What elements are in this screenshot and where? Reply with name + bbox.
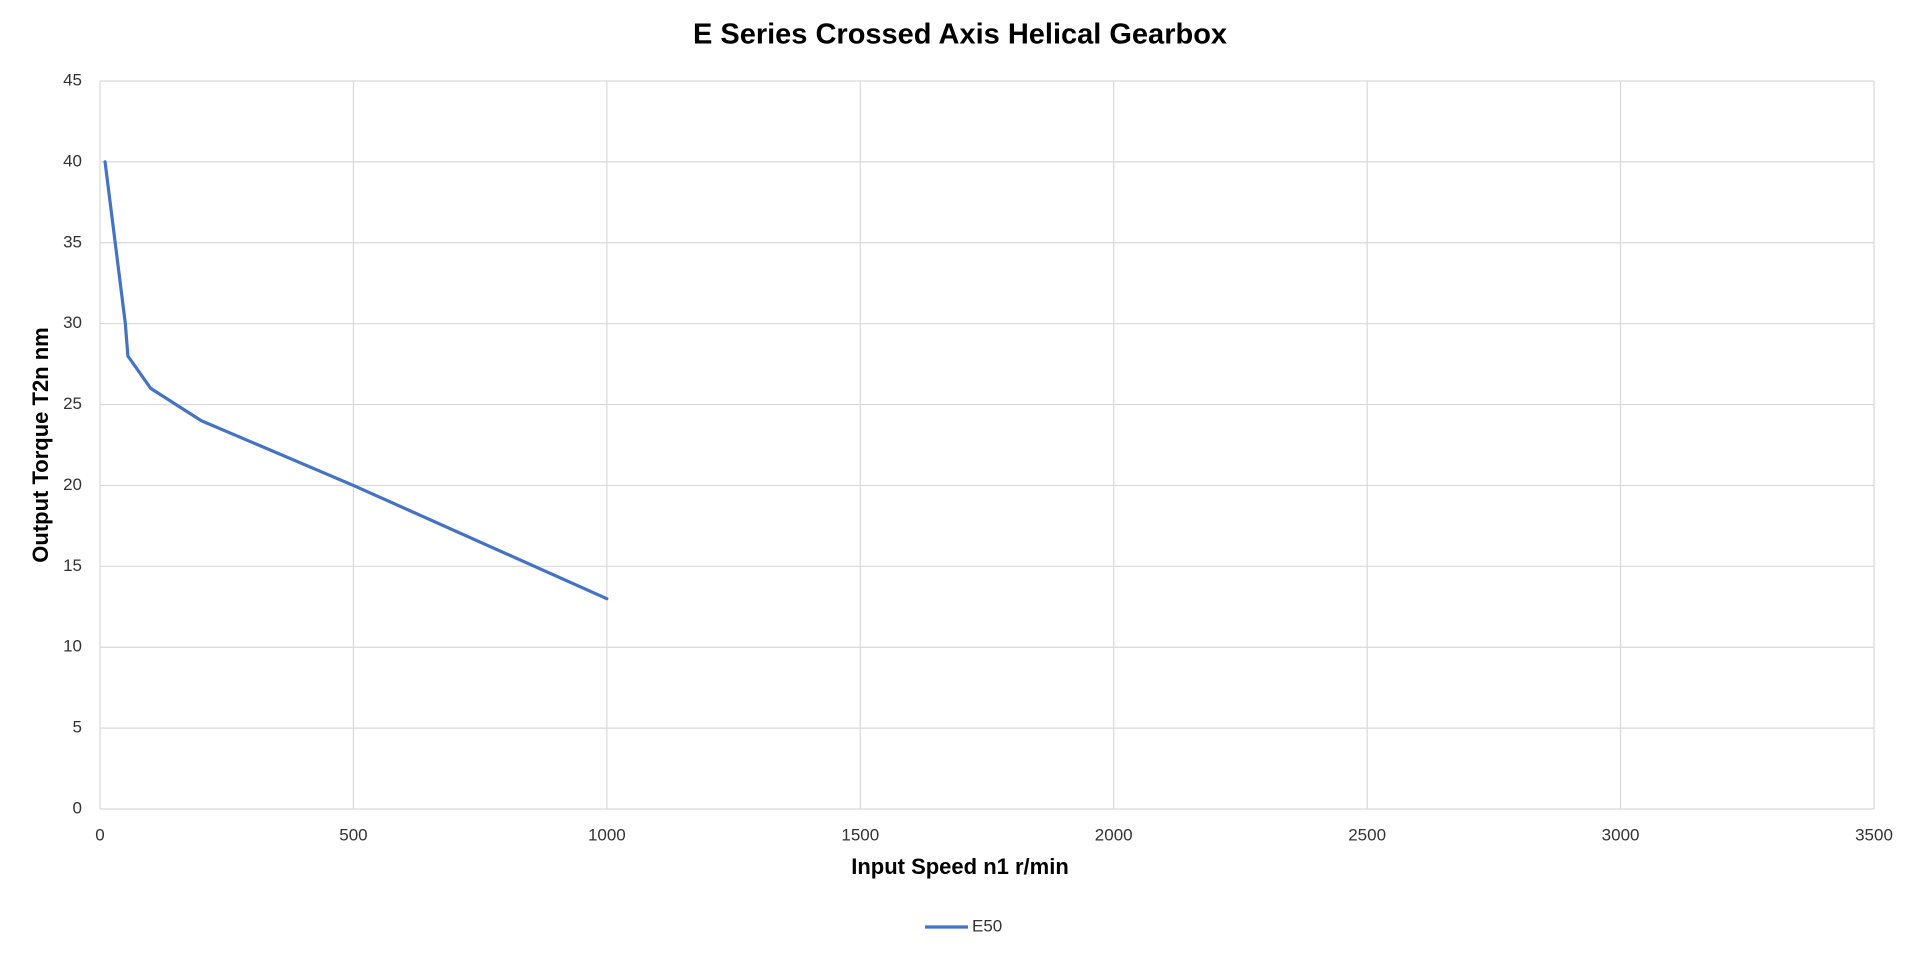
y-tick-label: 40 bbox=[63, 151, 82, 170]
x-tick-label: 500 bbox=[339, 825, 367, 844]
y-tick-label: 10 bbox=[63, 637, 82, 656]
x-axis-title: Input Speed n1 r/min bbox=[851, 854, 1069, 879]
y-tick-label: 30 bbox=[63, 313, 82, 332]
x-tick-label: 2000 bbox=[1095, 825, 1133, 844]
x-tick-label: 3500 bbox=[1855, 825, 1893, 844]
legend-label: E50 bbox=[972, 916, 1002, 935]
y-axis-title: Output Torque T2n nm bbox=[28, 327, 53, 562]
y-tick-label: 25 bbox=[63, 394, 82, 413]
x-tick-label: 2500 bbox=[1348, 825, 1386, 844]
y-tick-label: 0 bbox=[73, 798, 82, 817]
y-tick-label: 5 bbox=[73, 718, 82, 737]
x-tick-label: 1000 bbox=[588, 825, 626, 844]
y-tick-label: 20 bbox=[63, 475, 82, 494]
y-tick-label: 15 bbox=[63, 556, 82, 575]
chart-title: E Series Crossed Axis Helical Gearbox bbox=[693, 19, 1227, 51]
x-tick-label: 1500 bbox=[841, 825, 879, 844]
series-line bbox=[103, 160, 609, 601]
x-tick-label: 0 bbox=[95, 825, 104, 844]
y-tick-label: 45 bbox=[63, 70, 82, 89]
x-tick-label: 3000 bbox=[1602, 825, 1640, 844]
y-tick-label: 35 bbox=[63, 232, 82, 251]
